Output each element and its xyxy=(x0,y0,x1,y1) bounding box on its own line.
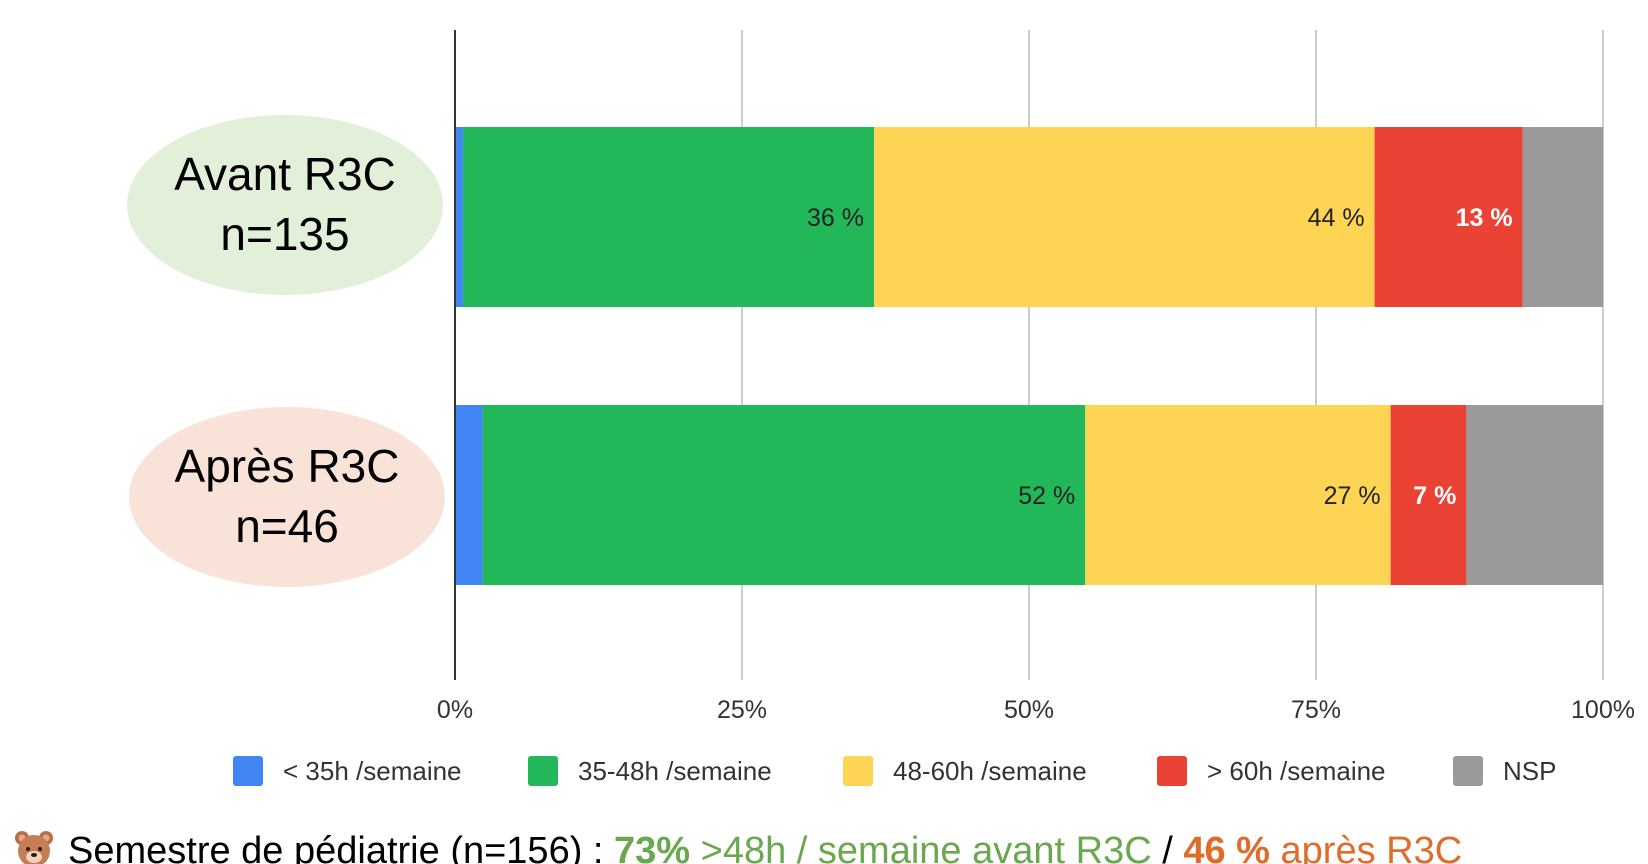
bar-segment xyxy=(455,405,483,585)
bar-segment xyxy=(1466,405,1603,585)
bar-segment xyxy=(463,127,875,307)
bar-segment xyxy=(1374,127,1523,307)
x-tick-label: 0% xyxy=(437,696,473,724)
bar-segment xyxy=(455,127,464,307)
legend-swatch xyxy=(233,756,263,786)
category-label-line2: n=135 xyxy=(220,208,349,260)
legend-swatch xyxy=(528,756,558,786)
x-tick-label: 25% xyxy=(717,696,767,724)
footer-before-value: 73% xyxy=(614,830,691,864)
legend-label: > 60h /semaine xyxy=(1207,756,1386,786)
footer-after-value: 46 % xyxy=(1183,830,1270,864)
bar-segment xyxy=(1085,405,1391,585)
data-label: 52 % xyxy=(1018,482,1075,510)
footer-note: Semestre de pédiatrie (n=156) : 73% >48h… xyxy=(14,828,1462,864)
category-label-line1: Après R3C xyxy=(175,440,400,492)
bar-segment xyxy=(1522,127,1603,307)
data-label: 7 % xyxy=(1413,482,1456,510)
x-tick-label: 75% xyxy=(1291,696,1341,724)
data-label: 36 % xyxy=(807,204,864,232)
footer-prefix: Semestre de pédiatrie (n=156) : xyxy=(68,830,615,864)
legend-swatch xyxy=(1453,756,1483,786)
legend-label: < 35h /semaine xyxy=(283,756,462,786)
legend-swatch xyxy=(843,756,873,786)
category-bubble xyxy=(129,407,445,587)
legend-label: 48-60h /semaine xyxy=(893,756,1087,786)
data-label: 27 % xyxy=(1324,482,1381,510)
stacked-bar-chart: 36 % 44 % 13 % 52 % 27 % 7 % Avant R3C n=135 Apr… xyxy=(127,30,1635,786)
category-bubble xyxy=(127,115,443,295)
category-label-line2: n=46 xyxy=(235,500,339,552)
bear-face-icon xyxy=(15,831,53,864)
legend-label: NSP xyxy=(1503,756,1556,786)
legend-label: 35-48h /semaine xyxy=(578,756,772,786)
x-tick-label: 100% xyxy=(1571,696,1635,724)
bar-segment xyxy=(1390,405,1467,585)
x-tick-label: 50% xyxy=(1004,696,1054,724)
footer-before-text: >48h / semaine avant R3C xyxy=(690,830,1152,864)
bar-segment xyxy=(482,405,1086,585)
data-label: 44 % xyxy=(1308,204,1365,232)
data-label: 13 % xyxy=(1456,204,1513,232)
footer-separator: / xyxy=(1151,830,1184,864)
category-label-line1: Avant R3C xyxy=(174,148,396,200)
footer-after-text: après R3C xyxy=(1269,830,1463,864)
bar-segment xyxy=(874,127,1375,307)
legend-swatch xyxy=(1157,756,1187,786)
